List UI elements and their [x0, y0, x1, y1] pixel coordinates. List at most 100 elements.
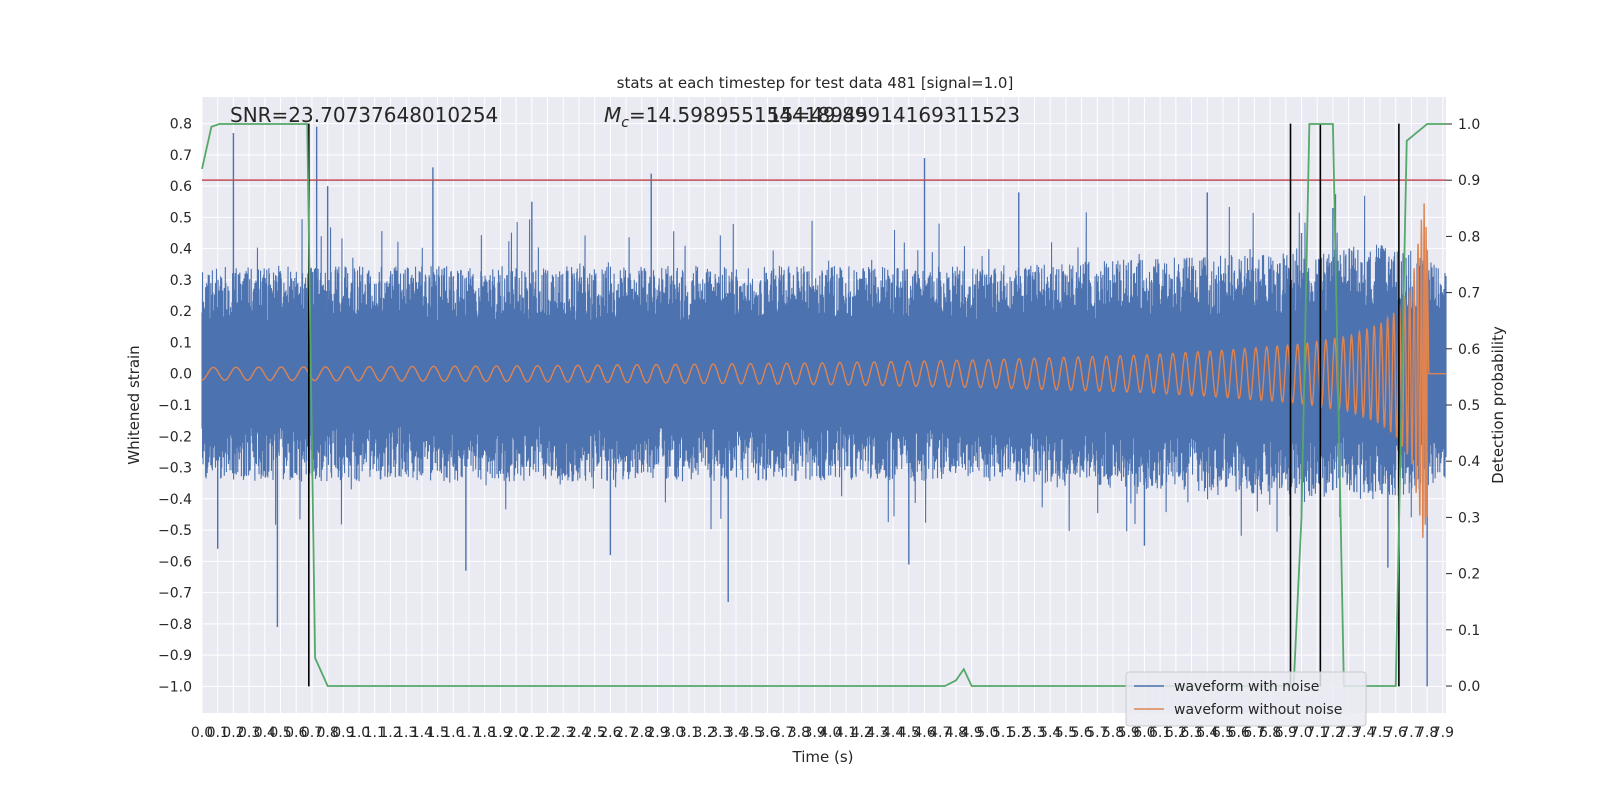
left-y-tick-label: 0.5 [170, 210, 192, 226]
x-tick-label: 6.8 [1259, 725, 1281, 741]
x-tick-label: 6.6 [1228, 725, 1250, 741]
x-tick-label: 3.1 [678, 725, 700, 741]
x-tick-label: 4.2 [851, 725, 873, 741]
x-tick-label: 2.5 [584, 725, 606, 741]
x-tick-label: 7.5 [1369, 725, 1391, 741]
clean-waveform-line [201, 203, 1446, 538]
x-tick-label: 7.2 [1322, 725, 1344, 741]
left-y-tick-label: 0.2 [170, 304, 192, 320]
x-tick-label: 5.8 [1102, 725, 1124, 741]
legend: waveform with noise waveform without noi… [1125, 671, 1367, 727]
x-tick-label: 5.6 [1070, 725, 1092, 741]
chart-title: stats at each timestep for test data 481… [617, 74, 1014, 92]
x-tick-label: 1.9 [489, 725, 511, 741]
x-tick-label: 0.3 [238, 725, 260, 741]
x-tick-label: 6.4 [1196, 725, 1218, 741]
x-tick-label: 5.4 [1039, 725, 1061, 741]
right-y-tick-label: 0.1 [1458, 623, 1480, 639]
x-tick-label: 0.8 [317, 725, 339, 741]
strain-series [201, 126, 1447, 687]
left-y-tick-label: −0.2 [158, 429, 192, 445]
right-y-tick-label: 0.9 [1458, 173, 1480, 189]
x-tick-label: 2.0 [505, 725, 527, 741]
legend-box [1125, 671, 1367, 727]
x-tick-label: 0.1 [207, 725, 229, 741]
x-tick-label: 2.9 [646, 725, 668, 741]
x-tick-label: 6.0 [1133, 725, 1155, 741]
left-y-tick-label: −0.3 [158, 461, 192, 477]
x-tick-label: 2.3 [552, 725, 574, 741]
overlap-annotation: 15=49.89914169311523 [768, 103, 1020, 127]
x-tick-label: 1.6 [442, 725, 464, 741]
left-y-tick-label: −0.8 [158, 617, 192, 633]
legend-label-noisy: waveform with noise [1174, 679, 1319, 695]
x-tick-label: 4.7 [929, 725, 951, 741]
right-y-tick-label: 0.7 [1458, 286, 1480, 302]
x-tick-label: 4.0 [819, 725, 841, 741]
x-tick-label: 0.2 [222, 725, 244, 741]
left-y-tick-label: −0.5 [158, 523, 192, 539]
x-tick-label: 0.4 [254, 725, 276, 741]
x-tick-label: 7.3 [1337, 725, 1359, 741]
x-tick-label: 0.5 [269, 725, 291, 741]
x-tick-label: 6.2 [1165, 725, 1187, 741]
left-y-tick-label: 0.8 [170, 117, 192, 133]
right-y-tick-label: 0.6 [1458, 342, 1480, 358]
signal-series [201, 203, 1446, 538]
right-y-tick-label: 0.0 [1458, 679, 1480, 695]
x-tick-label: 5.7 [1086, 725, 1108, 741]
x-tick-label: 4.9 [961, 725, 983, 741]
right-y-tick-label: 0.3 [1458, 510, 1480, 526]
x-tick-label: 1.8 [474, 725, 496, 741]
x-tick-label: 5.2 [1008, 725, 1030, 741]
snr-annotation: SNR=23.70737648010254 [230, 103, 498, 127]
x-tick-label: 3.7 [772, 725, 794, 741]
x-tick-label: 7.7 [1400, 725, 1422, 741]
x-tick-label: 1.0 [348, 725, 370, 741]
x-tick-label: 6.3 [1180, 725, 1202, 741]
x-tick-label: 4.3 [866, 725, 888, 741]
x-tick-label: 4.8 [945, 725, 967, 741]
x-tick-label: 3.6 [756, 725, 778, 741]
right-y-tick-label: 0.5 [1458, 398, 1480, 414]
x-tick-label: 2.4 [568, 725, 590, 741]
x-tick-label: 5.9 [1118, 725, 1140, 741]
x-tick-label: 3.2 [693, 725, 715, 741]
x-tick-label: 0.6 [285, 725, 307, 741]
left-y-tick-label: 0.6 [170, 179, 192, 195]
noisy-waveform-line [201, 194, 1447, 536]
x-tick-label: 7.0 [1290, 725, 1312, 741]
x-tick-label: 4.5 [898, 725, 920, 741]
left-y-tick-label: 0.4 [170, 242, 192, 258]
right-y-tick-label: 0.4 [1458, 454, 1480, 470]
left-y-tick-label: 0.0 [170, 367, 192, 383]
x-tick-label: 2.8 [631, 725, 653, 741]
right-y-tick-labels: 1.0 0.9 0.8 0.7 0.6 0.5 0.4 0.3 0.2 0.1 0.0 [1446, 117, 1480, 695]
left-y-tick-label: −0.6 [158, 554, 192, 570]
left-y-tick-label: 0.1 [170, 335, 192, 351]
x-tick-label: 5.1 [992, 725, 1014, 741]
x-tick-label: 4.6 [913, 725, 935, 741]
x-tick-labels: 0.00.10.20.30.40.50.60.70.80.91.01.11.21… [191, 725, 1454, 741]
detection-probability-line [201, 123, 1446, 687]
x-tick-label: 1.2 [379, 725, 401, 741]
x-tick-label: 5.5 [1055, 725, 1077, 741]
x-tick-label: 3.9 [803, 725, 825, 741]
right-y-tick-label: 0.8 [1458, 229, 1480, 245]
x-tick-label: 6.5 [1212, 725, 1234, 741]
x-tick-label: 7.4 [1353, 725, 1375, 741]
left-y-tick-labels: 0.8 0.7 0.6 0.5 0.4 0.3 0.2 0.1 0.0 −0.1 −0.2 −0.3 −… [158, 117, 192, 696]
left-y-tick-label: 0.7 [170, 148, 192, 164]
x-tick-label: 4.1 [835, 725, 857, 741]
x-tick-label: 0.0 [191, 725, 213, 741]
x-tick-label: 2.1 [521, 725, 543, 741]
x-tick-label: 6.7 [1243, 725, 1265, 741]
mc-subscript: c [621, 115, 629, 131]
x-tick-label: 1.4 [411, 725, 433, 741]
x-tick-label: 2.6 [599, 725, 621, 741]
left-y-tick-label: 0.3 [170, 273, 192, 289]
x-tick-label: 3.4 [725, 725, 747, 741]
x-tick-label: 7.1 [1306, 725, 1328, 741]
left-y-tick-label: −0.9 [158, 648, 192, 664]
